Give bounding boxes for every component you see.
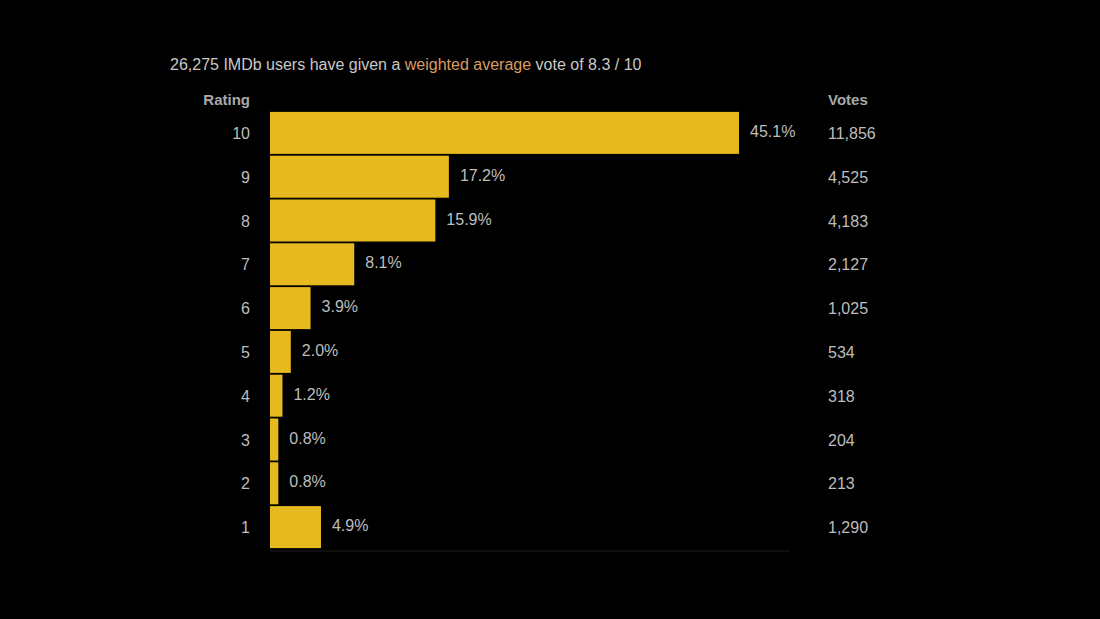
category-label: 8 — [241, 213, 250, 230]
vote-count: 1,025 — [828, 300, 868, 317]
data-label: 17.2% — [460, 167, 505, 184]
bar — [270, 156, 449, 198]
data-label: 1.2% — [293, 386, 329, 403]
vote-count: 1,290 — [828, 519, 868, 536]
bar — [270, 375, 282, 417]
category-label: 5 — [241, 344, 250, 361]
vote-count: 318 — [828, 388, 855, 405]
background — [0, 0, 1100, 619]
category-label: 7 — [241, 256, 250, 273]
category-label: 10 — [232, 125, 250, 142]
data-label: 0.8% — [289, 473, 325, 490]
bar — [270, 419, 278, 461]
data-label: 4.9% — [332, 517, 368, 534]
title: 26,275 IMDb users have given a weighted … — [170, 56, 642, 73]
bars — [270, 112, 739, 548]
bar — [270, 200, 435, 242]
data-label: 2.0% — [302, 342, 338, 359]
chart-container: 26,275 IMDb users have given a weighted … — [0, 0, 1100, 619]
vote-count: 204 — [828, 432, 855, 449]
category-label: 4 — [241, 388, 250, 405]
y-axis-label: Rating — [203, 91, 250, 108]
bar — [270, 287, 311, 329]
x-axis — [270, 551, 790, 552]
vote-count: 534 — [828, 344, 855, 361]
bar — [270, 243, 354, 285]
chart: 26,275 IMDb users have given a weighted … — [0, 0, 1100, 619]
vote-count: 4,525 — [828, 169, 868, 186]
bar — [270, 462, 278, 504]
column-label: Votes — [828, 91, 868, 108]
vote-count: 213 — [828, 475, 855, 492]
category-label: 1 — [241, 519, 250, 536]
data-label: 3.9% — [322, 298, 358, 315]
bar — [270, 112, 739, 154]
data-label: 8.1% — [365, 254, 401, 271]
category-label: 2 — [241, 475, 250, 492]
bar — [270, 331, 291, 373]
category-label: 9 — [241, 169, 250, 186]
vote-count: 4,183 — [828, 213, 868, 230]
data-label: 0.8% — [289, 430, 325, 447]
data-label: 45.1% — [750, 123, 795, 140]
category-label: 3 — [241, 432, 250, 449]
category-label: 6 — [241, 300, 250, 317]
title-link[interactable]: weighted average — [404, 56, 531, 73]
labels: 10 45.1% 11,856 9 17.2% 4,525 8 15.9% 4,183 7 8.1%… — [232, 123, 876, 536]
vote-count: 11,856 — [828, 125, 876, 142]
data-label: 15.9% — [446, 211, 491, 228]
bar — [270, 506, 321, 548]
vote-count: 2,127 — [828, 256, 868, 273]
